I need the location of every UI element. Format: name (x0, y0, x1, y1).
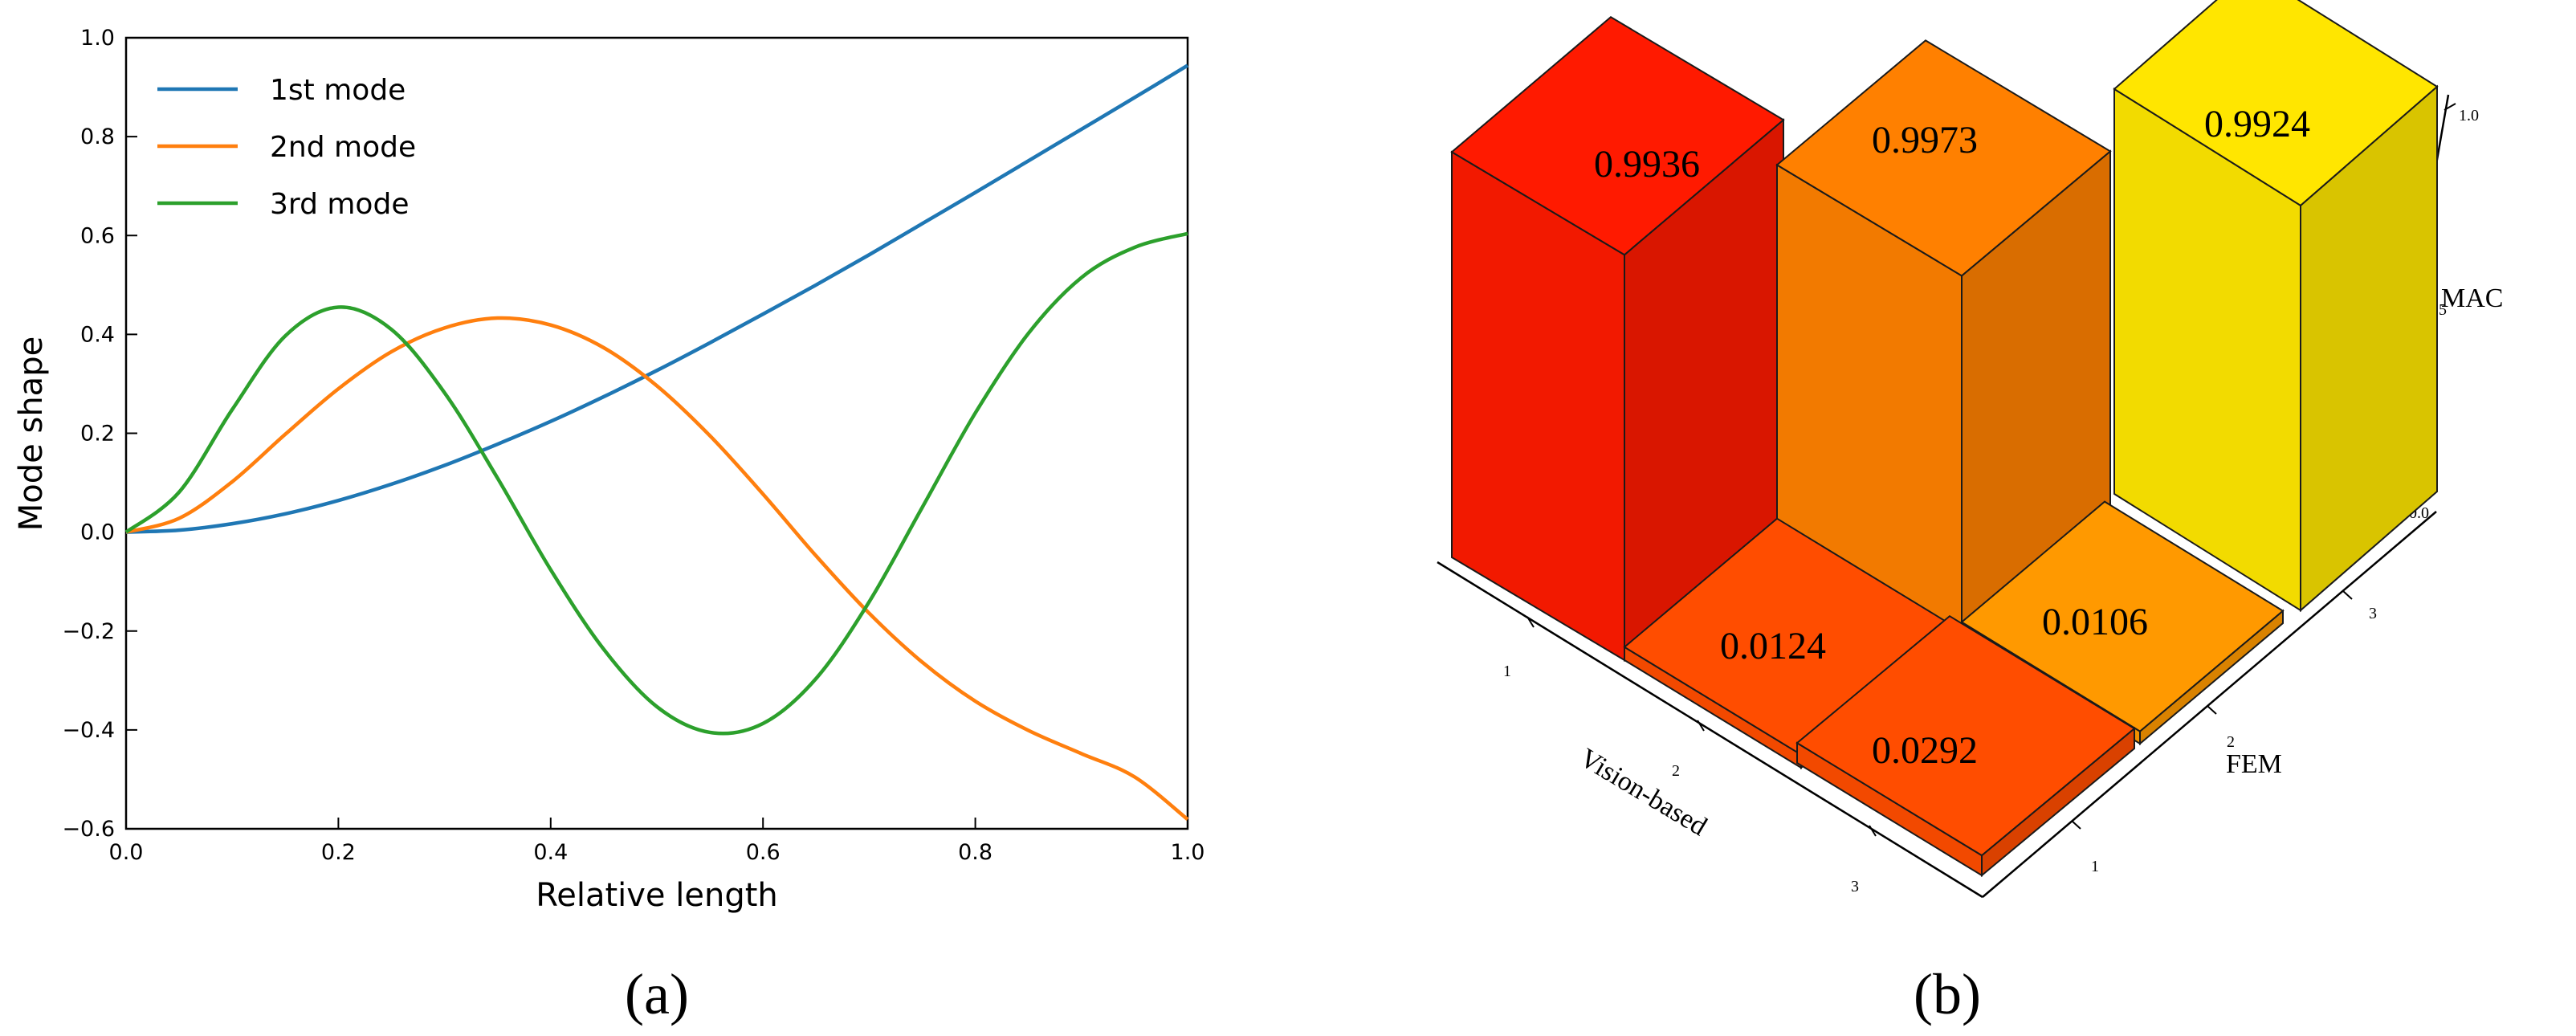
vision-tick-label-2: 2 (1672, 762, 1680, 780)
series-line-2nd-mode (125, 316, 1189, 822)
y-tick-label: 0.4 (80, 322, 115, 347)
x-axis-title: Relative length (536, 877, 778, 914)
series-line-3rd-mode (124, 231, 1188, 736)
vision-tick-label-3: 3 (1851, 878, 1859, 895)
fem-tick-label-3: 3 (2369, 605, 2377, 622)
vision-tick-2 (1697, 720, 1705, 732)
x-tick-label: 0.2 (321, 840, 356, 865)
y-tick-label: −0.2 (62, 619, 115, 644)
bar-label-0.0124: 0.0124 (1720, 625, 1826, 667)
y-tick-label: 0.2 (80, 422, 115, 447)
z-tick-label-1: 1.0 (2459, 107, 2479, 124)
legend-label-3rd: 3rd mode (270, 188, 409, 221)
panel-label-b: (b) (1914, 962, 1981, 1026)
fem-tick-label-1: 1 (2091, 858, 2099, 875)
vision-tick-3 (1869, 825, 1877, 837)
fem-tick-label-2: 2 (2227, 733, 2235, 751)
x-tick-label: 0.6 (746, 840, 781, 865)
x-tick-label: 0.8 (958, 840, 992, 865)
y-tick-label: −0.6 (62, 817, 115, 842)
y-ticks: 1.0 0.8 0.6 0.4 0.2 0.0 −0.2 −0.4 −0.6 (62, 26, 137, 842)
fem-tick-3 (2342, 590, 2353, 600)
fem-tick-2 (2207, 705, 2217, 715)
bar-label-0.0292: 0.0292 (1872, 729, 1978, 772)
fem-axis-line (1982, 511, 2437, 898)
mode-shape-chart: 0.0 0.2 0.4 0.6 0.8 1.0 1.00.80.60.40.20.0−0.… (13, 26, 1204, 1026)
panel-label-a: (a) (625, 962, 689, 1026)
vision-tick-1 (1526, 616, 1535, 628)
legend-label-2nd: 2nd mode (270, 131, 416, 164)
fem-axis-title: FEM (2226, 749, 2282, 779)
bar-0.9924-top-face (2113, 0, 2439, 207)
bars (1450, 0, 2439, 878)
series-line-1st-mode (125, 63, 1189, 534)
y-tick-label: −0.4 (62, 718, 115, 743)
y-tick-label: 0.0 (80, 520, 115, 545)
fem-tick-1 (2071, 820, 2081, 830)
legend: 1st mode 2nd mode 3rd mode (157, 74, 416, 221)
bar-0.9973-top-face (1775, 39, 2112, 277)
bar-0.0292-top-face (1795, 614, 2136, 857)
x-tick-label: 0.0 (109, 840, 144, 865)
bar-0.9936-top-face (1450, 16, 1785, 256)
bar-label-0.9936: 0.9936 (1594, 143, 1700, 186)
y-tick-label: 1.0 (80, 26, 115, 51)
z-tick-1 (2444, 103, 2456, 111)
y-tick-label: 0.8 (80, 124, 115, 149)
bar-label-0.0106: 0.0106 (2042, 601, 2148, 643)
vision-axis-title: Vision-based (1575, 743, 1712, 842)
x-ticks: 0.0 0.2 0.4 0.6 0.8 1.0 (109, 818, 1205, 865)
x-tick-label: 1.0 (1171, 840, 1205, 865)
mac-3d-bar-chart: 1.0 0.5 0.0 MAC 1 2 3 1 2 3 Vision-based… (1437, 0, 2503, 1026)
vision-tick-label-1: 1 (1503, 663, 1511, 680)
y-axis-title: Mode shape (13, 336, 50, 531)
y-tick-label: 0.6 (80, 223, 115, 248)
series-lines (124, 63, 1189, 822)
bar-label-0.9973: 0.9973 (1872, 119, 1978, 161)
z-axis-title: MAC (2441, 283, 2503, 313)
bar-label-0.9924: 0.9924 (2204, 103, 2310, 145)
legend-label-1st: 1st mode (270, 74, 406, 107)
x-tick-label: 0.4 (533, 840, 568, 865)
